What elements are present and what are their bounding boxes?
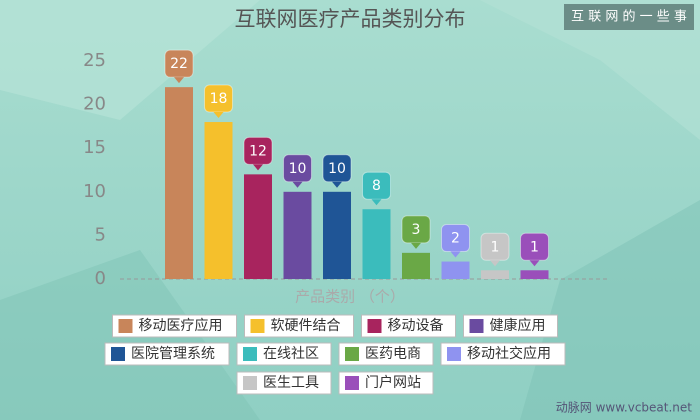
data-label: 18 <box>210 91 228 107</box>
legend-label: 在线社区 <box>263 346 319 362</box>
bar <box>520 270 549 279</box>
data-label: 1 <box>530 239 539 255</box>
data-label: 1 <box>491 239 500 255</box>
data-label: 3 <box>412 222 421 238</box>
legend-label: 健康应用 <box>490 317 546 334</box>
y-tick-label: 25 <box>83 50 106 71</box>
legend-swatch <box>118 319 133 333</box>
bar <box>323 191 351 279</box>
bar <box>204 122 233 279</box>
legend-box <box>440 342 566 366</box>
legend-swatch <box>367 319 382 333</box>
data-label: 2 <box>451 231 460 247</box>
bar <box>244 174 272 279</box>
legend-swatch <box>243 376 257 390</box>
legend-swatch <box>250 319 265 333</box>
bar <box>402 252 430 279</box>
data-label: 12 <box>249 143 267 159</box>
legend-label: 移动医疗应用 <box>139 317 223 334</box>
legend-label: 医生工具 <box>263 375 319 391</box>
badge-box <box>564 4 694 30</box>
legend-box <box>361 314 456 338</box>
legend-label: 移动设备 <box>388 317 444 334</box>
chart-title: 互联网医疗产品类别分布 <box>235 7 466 31</box>
legend-box <box>112 314 237 338</box>
label-pointer <box>411 242 421 249</box>
bar <box>283 191 312 279</box>
legend-label: 门户网站 <box>365 374 421 391</box>
label-pointer <box>292 181 303 188</box>
y-tick-label: 15 <box>83 137 106 158</box>
legend-box <box>236 371 332 395</box>
legend-label: 软硬件结合 <box>271 318 341 334</box>
bar <box>481 270 509 279</box>
legend-swatch <box>111 347 125 361</box>
y-tick-label: 10 <box>83 181 106 202</box>
y-tick-label: 5 <box>95 224 106 245</box>
label-pointer <box>450 251 461 258</box>
legend-box <box>244 314 354 338</box>
bg-shape <box>0 0 260 120</box>
data-label: 10 <box>289 161 307 177</box>
bar <box>362 209 391 279</box>
legend-swatch <box>345 347 359 361</box>
legend-label: 医药电商 <box>365 346 421 362</box>
x-axis-label: 产品类别 （个） <box>295 288 405 306</box>
legend-swatch <box>469 319 484 333</box>
badge: 互 联 网 的 一 些 事 <box>571 9 687 25</box>
label-pointer <box>371 199 382 206</box>
legend-label: 移动社交应用 <box>467 345 551 362</box>
label-pointer <box>253 164 263 171</box>
legend-swatch <box>243 347 257 361</box>
bg-shape <box>480 0 700 140</box>
legend-swatch <box>447 347 461 361</box>
label-pointer <box>174 77 184 84</box>
y-tick-label: 0 <box>95 268 106 289</box>
data-label: 8 <box>372 178 381 194</box>
data-label: 10 <box>328 161 346 177</box>
label-pointer <box>529 260 540 267</box>
legend-box <box>338 342 434 366</box>
bar <box>165 87 193 279</box>
bar <box>441 261 470 279</box>
legend-box <box>236 342 332 366</box>
watermark: 动脉网 www.vcbeat.net <box>556 400 693 415</box>
y-tick-label: 20 <box>83 94 106 115</box>
data-label: 22 <box>170 56 188 72</box>
legend-swatch <box>345 376 359 390</box>
legend-box <box>338 371 434 395</box>
label-pointer <box>332 181 342 188</box>
legend-label: 医院管理系统 <box>131 346 215 362</box>
label-pointer <box>490 260 500 267</box>
label-pointer <box>213 112 224 119</box>
legend-box <box>104 342 230 366</box>
legend-box <box>463 314 558 338</box>
